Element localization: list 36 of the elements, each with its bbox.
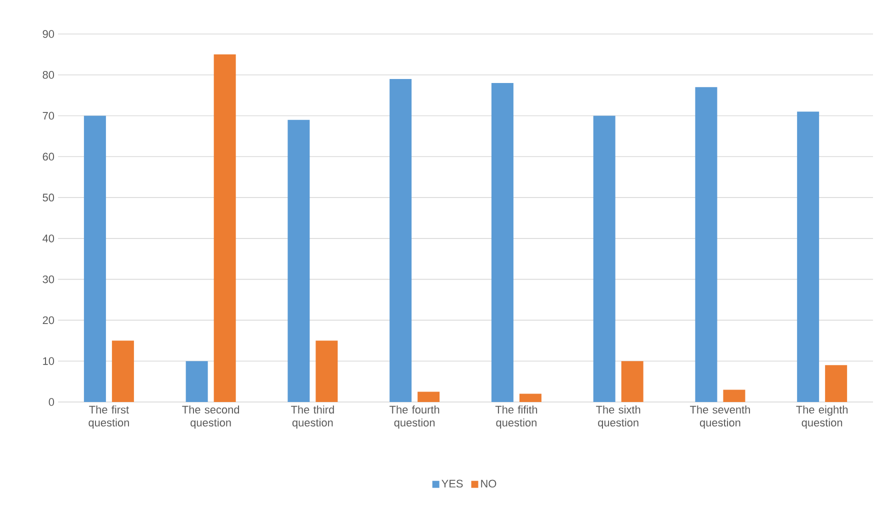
bar xyxy=(797,112,820,402)
x-tick-label: The fifith question xyxy=(495,406,538,429)
y-tick-label: 70 xyxy=(42,112,54,120)
y-tick-label: 50 xyxy=(42,194,54,202)
x-tick-label: The sixth question xyxy=(596,406,640,429)
y-tick-label: 20 xyxy=(42,316,54,324)
bar xyxy=(390,78,412,402)
x-tick-label: The fourth question xyxy=(390,406,440,429)
y-tick-label: 0 xyxy=(48,398,54,406)
bar xyxy=(316,340,338,402)
bar xyxy=(621,361,644,402)
y-tick-label: 30 xyxy=(42,275,54,284)
x-tick-label: The seventh question xyxy=(690,406,750,429)
y-tick-label: 80 xyxy=(42,71,54,79)
bar xyxy=(288,120,310,402)
y-tick-label: 90 xyxy=(42,30,54,38)
bar xyxy=(519,394,542,402)
x-tick-label: The eighth question xyxy=(796,406,848,429)
bar xyxy=(214,54,236,402)
bar xyxy=(491,83,514,402)
y-tick-label: 10 xyxy=(43,357,54,365)
bar xyxy=(723,390,746,402)
legend-label: NO xyxy=(481,480,496,488)
y-tick-label: 40 xyxy=(42,234,54,242)
bar xyxy=(418,392,440,402)
bar xyxy=(186,361,208,402)
bar xyxy=(84,116,106,402)
bar xyxy=(593,116,616,402)
y-tick-label: 60 xyxy=(42,152,54,161)
bar xyxy=(695,87,718,402)
bar xyxy=(112,340,134,402)
x-tick-label: The second question xyxy=(182,406,240,429)
bar xyxy=(825,365,848,402)
legend-label: YES xyxy=(442,480,463,488)
x-tick-label: The third question xyxy=(291,406,334,429)
x-tick-label: The first question xyxy=(88,406,129,429)
